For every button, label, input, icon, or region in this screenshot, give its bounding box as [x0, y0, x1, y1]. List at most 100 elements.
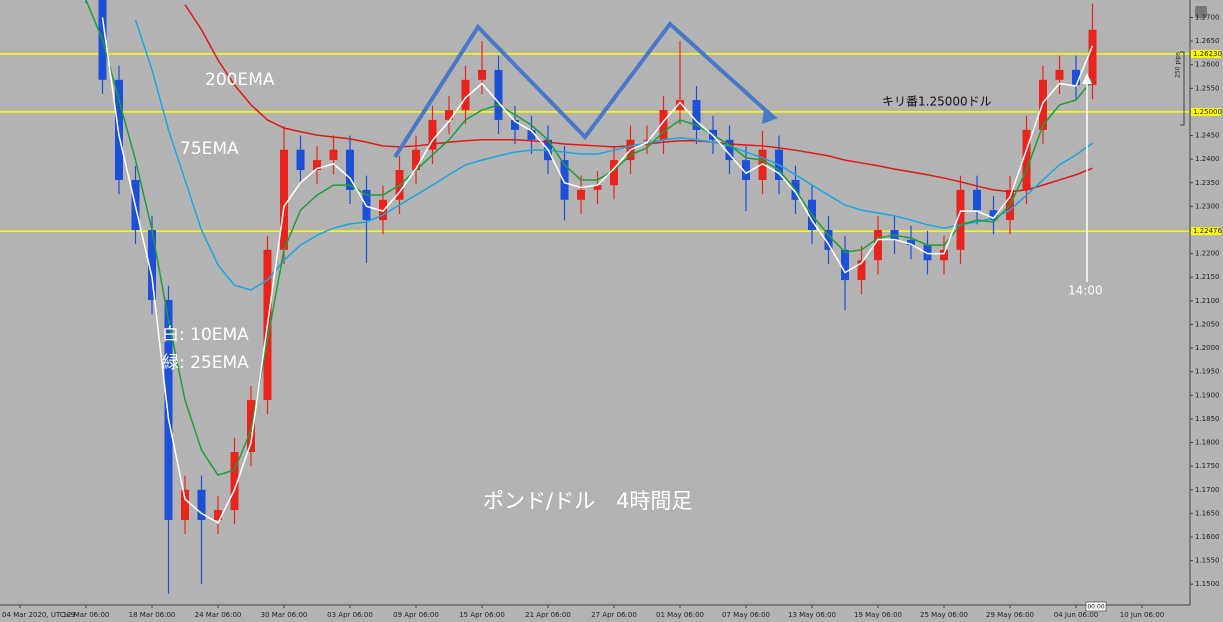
y-tick-label: 1.1950	[1195, 368, 1220, 376]
ema-line	[101, 17, 1094, 524]
candle-body	[412, 149, 420, 171]
candle-body	[313, 160, 321, 171]
ema-line	[85, 0, 1094, 477]
y-tick-label: 1.1800	[1195, 439, 1220, 447]
annotation: 14:00	[1068, 284, 1103, 298]
candle-body	[214, 510, 222, 520]
x-tick-label: 27 Apr 06:00	[591, 611, 637, 619]
cursor-box	[1085, 601, 1107, 612]
candle-body	[989, 210, 998, 221]
candle-body	[379, 199, 387, 221]
candle-body	[560, 160, 569, 200]
y-tick-label: 1.1600	[1195, 533, 1220, 541]
annotation: キリ番1.25000ドル	[882, 95, 992, 109]
y-tick-label: 1.2150	[1195, 273, 1220, 281]
y-tick-label: 1.2450	[1195, 132, 1220, 140]
candle-body	[1039, 79, 1047, 130]
candle-body	[643, 139, 651, 141]
levels	[0, 53, 1190, 232]
candle-body	[428, 119, 437, 150]
x-tick-label: 04 Jun 06:00	[1054, 611, 1098, 619]
candle-body	[676, 100, 684, 111]
x-tick-label: 15 Apr 06:00	[459, 611, 505, 619]
candle-body	[923, 245, 932, 261]
y-tick-label: 1.1700	[1195, 486, 1220, 494]
candle-body	[461, 79, 470, 111]
x-tick-label: 29 May 06:00	[986, 611, 1034, 619]
pattern-line	[393, 21, 774, 159]
annotation: 75EMA	[180, 139, 239, 159]
pattern-arrow	[762, 108, 778, 124]
candle-body	[742, 160, 750, 180]
candle-body	[164, 299, 173, 520]
candle-body	[1022, 129, 1031, 190]
candle-body	[659, 110, 668, 140]
level-tag	[1191, 49, 1221, 58]
level-label: 1.25000	[1193, 108, 1222, 116]
x-tick-label: 19 May 06:00	[854, 611, 902, 619]
y-tick-label: 1.2050	[1195, 320, 1220, 328]
plot-area	[85, 0, 1097, 594]
x-tick-label: 04 Mar 2020, UTC+9	[2, 611, 75, 619]
candle-body	[874, 230, 882, 261]
candle-body	[841, 249, 849, 281]
y-tick-label: 1.2100	[1195, 297, 1220, 305]
candle-body	[1055, 69, 1064, 80]
x-tick-label: 12 Mar 06:00	[63, 611, 110, 619]
x-tick-label: 10 Jun 06:00	[1120, 611, 1164, 619]
annotation: 白: 10EMA	[162, 325, 249, 345]
x-tick-label: 09 Apr 06:00	[393, 611, 439, 619]
candle-body	[1072, 69, 1080, 86]
candle-body	[577, 189, 585, 200]
candle-body	[692, 100, 701, 130]
candle-body	[115, 79, 123, 180]
y-tick-label: 1.2000	[1195, 344, 1220, 352]
y-tick-label: 1.2350	[1195, 179, 1220, 187]
y-tick-label: 1.1750	[1195, 462, 1220, 470]
x-tick-label: 18 Mar 06:00	[129, 611, 176, 619]
annotation: 200EMA	[205, 70, 275, 90]
candle-body	[857, 260, 866, 281]
candle-body	[478, 69, 486, 80]
candle-body	[445, 110, 453, 120]
level-label: 1.26230	[1193, 50, 1222, 58]
candle-body	[329, 149, 338, 161]
annotation: 緑: 25EMA	[162, 353, 249, 373]
y-tick-label: 1.2650	[1195, 37, 1220, 45]
candle-body	[527, 129, 536, 140]
chart-title: ポンド/ドル 4時間足	[483, 489, 692, 513]
y-tick-label: 1.2300	[1195, 202, 1220, 210]
x-tick-label: 30 Mar 06:00	[261, 611, 308, 619]
x-tick-label: 13 May 06:00	[788, 611, 836, 619]
y-tick-label: 1.1850	[1195, 415, 1220, 423]
time-arrowhead	[1082, 73, 1092, 84]
candle-body	[494, 69, 503, 120]
candle-body	[197, 489, 206, 520]
level-tag	[1191, 227, 1221, 236]
candle-body	[973, 189, 981, 211]
y-tick-label: 1.2200	[1195, 250, 1220, 258]
candle-body	[610, 160, 618, 186]
candle-body	[247, 400, 255, 452]
y-tick-label: 1.2400	[1195, 155, 1220, 163]
candle-body	[296, 149, 305, 171]
x-tick-label: 03 Apr 06:00	[327, 611, 373, 619]
y-tick-label: 1.2550	[1195, 84, 1220, 92]
x-tick-label: 01 May 06:00	[656, 611, 704, 619]
candle-body	[280, 149, 288, 250]
y-tick-label: 1.1500	[1195, 580, 1220, 588]
candle-body	[940, 249, 948, 261]
pips-bracket	[1180, 51, 1185, 126]
ema-line	[134, 19, 1093, 291]
icon[interactable]	[1195, 6, 1207, 18]
candle-body	[824, 230, 833, 250]
candle-body	[907, 239, 915, 246]
candle-body	[181, 489, 189, 520]
candle-body	[1088, 29, 1097, 86]
y-tick-label: 1.1550	[1195, 557, 1220, 565]
candle-body	[956, 189, 965, 250]
cursor-label: 00:00	[1087, 604, 1104, 611]
candle-body	[346, 149, 354, 190]
candle-body	[593, 185, 602, 190]
